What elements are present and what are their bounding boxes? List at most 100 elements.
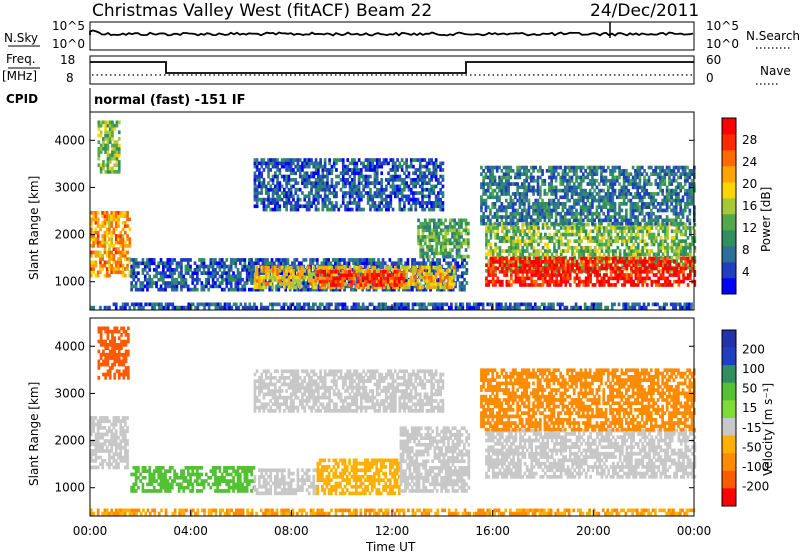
heatmap-cell (503, 232, 506, 237)
heatmap-cell (214, 261, 217, 266)
heatmap-cell (507, 239, 511, 243)
heatmap-cell (449, 271, 453, 275)
heatmap-cell (355, 273, 358, 277)
heatmap-cell (343, 287, 346, 292)
heatmap-cell (673, 266, 676, 271)
heatmap-cell (330, 276, 333, 281)
heatmap-cell (421, 194, 424, 199)
heatmap-cell (193, 277, 197, 282)
heatmap-cell (530, 260, 534, 264)
heatmap-cell (559, 252, 563, 257)
heatmap-cell (124, 250, 127, 255)
heatmap-cell (489, 182, 492, 186)
heatmap-cell (480, 195, 483, 200)
heatmap-cell (439, 197, 442, 202)
heatmap-cell (162, 274, 165, 279)
heatmap-cell (112, 230, 116, 235)
heatmap-cell (539, 255, 543, 260)
heatmap-cell (659, 249, 663, 253)
heatmap-cell (666, 262, 669, 267)
heatmap-cell (164, 271, 167, 275)
heatmap-cell (587, 283, 590, 287)
heatmap-cell (312, 201, 316, 205)
heatmap-cell (486, 218, 490, 223)
heatmap-cell (294, 178, 298, 182)
heatmap-cell (548, 279, 552, 284)
heatmap-cell (387, 282, 390, 286)
heatmap-cell (439, 269, 442, 273)
heatmap-cell (580, 249, 583, 253)
heatmap-cell (321, 174, 325, 179)
heatmap-cell (554, 205, 558, 209)
heatmap-cell (630, 245, 633, 250)
heatmap-cell (523, 283, 527, 287)
heatmap-cell (287, 201, 291, 205)
heatmap-cell (198, 258, 201, 262)
heatmap-cell (394, 168, 397, 172)
heatmap-cell (544, 273, 547, 277)
heatmap-cell (113, 123, 117, 128)
heatmap-cell (104, 133, 107, 138)
heatmap-cell (562, 256, 565, 261)
heatmap-cell (648, 229, 651, 234)
heatmap-cell (534, 232, 538, 237)
heatmap-cell (487, 259, 491, 263)
heatmap-cell (168, 258, 172, 262)
heatmap-cell (279, 284, 283, 289)
heatmap-cell (378, 275, 381, 280)
heatmap-cell (548, 236, 552, 240)
heatmap-cell (511, 218, 515, 223)
heatmap-cell (562, 232, 565, 237)
heatmap-cell (520, 185, 524, 190)
heatmap-cell (124, 244, 127, 248)
heatmap-cell (269, 207, 273, 212)
heatmap-cell (539, 239, 543, 243)
heatmap-cell (453, 238, 457, 242)
heatmap-cell (359, 271, 362, 275)
heatmap-cell (598, 239, 602, 243)
heatmap-cell (648, 263, 651, 267)
heatmap-cell (525, 255, 529, 260)
heatmap-cell (108, 247, 111, 251)
heatmap-cell (134, 271, 138, 275)
heatmap-cell (664, 226, 667, 230)
heatmap-cell (348, 265, 352, 270)
heatmap-cell (505, 178, 508, 183)
heatmap-cell (372, 287, 376, 292)
heatmap-cell (351, 158, 354, 162)
heatmap-cell (634, 260, 638, 264)
heatmap-cell (243, 258, 247, 262)
heatmap-cell (350, 273, 354, 277)
heatmap-cell (509, 195, 513, 200)
heatmap-cell (314, 197, 318, 202)
heatmap-cell (412, 282, 415, 286)
heatmap-cell (432, 191, 436, 195)
heatmap-cell (96, 253, 100, 258)
heatmap-cell (661, 229, 665, 234)
heatmap-cell (532, 178, 535, 183)
heatmap-cell (491, 263, 495, 267)
heatmap-cell (439, 231, 443, 236)
heatmap-cell (218, 261, 222, 266)
heatmap-cell (335, 191, 338, 195)
heatmap-cell (564, 259, 568, 263)
heatmap-cell (612, 266, 615, 271)
heatmap-cell (616, 273, 620, 277)
heatmap-cell (423, 178, 427, 182)
heatmap-cell (455, 221, 459, 226)
heatmap-cell (520, 208, 524, 213)
heatmap-cell (525, 249, 529, 253)
heatmap-cell (516, 279, 520, 284)
heatmap-cell (655, 263, 658, 267)
heatmap-cell (348, 168, 352, 172)
heatmap-cell (266, 261, 269, 266)
heatmap-cell (666, 249, 669, 253)
heatmap-cell (447, 271, 451, 275)
heatmap-cell (320, 287, 324, 292)
heatmap-cell (661, 266, 665, 271)
heatmap-cell (580, 245, 583, 250)
heatmap-cell (639, 256, 642, 261)
heatmap-cell (285, 191, 288, 195)
heatmap-cell (618, 269, 622, 274)
heatmap-cell (405, 275, 408, 280)
